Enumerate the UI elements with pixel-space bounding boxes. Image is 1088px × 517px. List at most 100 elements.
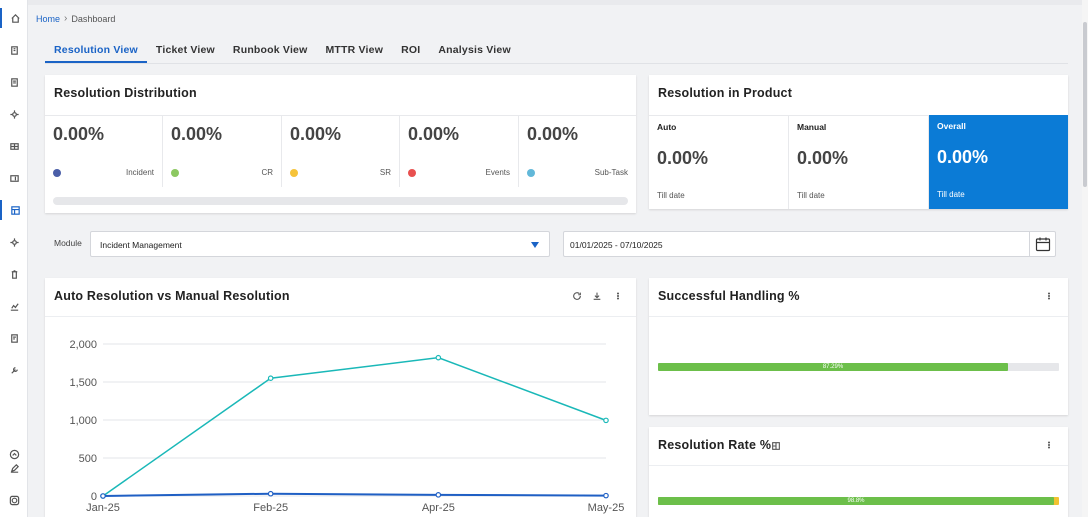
top-bar [28, 0, 1088, 5]
successful-handling-bar: 87.29% [658, 363, 1059, 371]
card-divider [649, 465, 1068, 466]
subtask-legend-dot [527, 169, 535, 177]
filter-bar: Module Incident Management 01/01/2025 - … [45, 223, 1068, 265]
product-auto-cell: Auto 0.00% Till date [649, 115, 789, 209]
resolution-in-product-card: Resolution in Product Auto 0.00% Till da… [649, 75, 1068, 209]
x-tick-label: May-25 [588, 502, 625, 514]
series-point-0 [435, 354, 442, 361]
help-icon[interactable] [0, 490, 28, 510]
more-vertical-icon[interactable] [1042, 289, 1056, 303]
dashboard-nav-icon[interactable] [0, 200, 28, 220]
left-nav-rail [0, 0, 28, 517]
report-nav-icon[interactable] [0, 328, 28, 348]
date-range-input[interactable]: 01/01/2025 - 07/10/2025 [563, 231, 1056, 257]
scrollbar-thumb[interactable] [1083, 22, 1087, 187]
successful-handling-title: Successful Handling % [658, 289, 800, 303]
resolution-rate-label: 98.8% [847, 498, 865, 504]
breadcrumb-current: Dashboard [71, 13, 116, 24]
settings-nav-icon[interactable] [0, 104, 28, 124]
y-tick-label: 500 [79, 453, 97, 465]
dist-label: Incident [125, 168, 154, 177]
product-overall-sub: Till date [937, 190, 965, 199]
analytics-nav-icon[interactable] [0, 296, 28, 316]
resolution-in-product-title: Resolution in Product [658, 86, 793, 100]
module-select[interactable]: Incident Management [90, 231, 550, 257]
x-tick-label: Apr-25 [422, 502, 455, 514]
dist-value: 0.00% [527, 124, 579, 144]
y-tick-label: 1,500 [69, 377, 97, 389]
distribution-progress-bar [53, 197, 628, 205]
auto-vs-manual-line-chart: 0 500 1,000 1,500 2,000 Jan-25 Feb-25 Apr-25 May… [69, 339, 625, 514]
product-auto-head: Auto [657, 122, 677, 132]
dist-cell-subtask: 0.00% Sub-Task [519, 115, 636, 187]
tab-roi[interactable]: ROI [401, 44, 421, 56]
home-nav-icon[interactable] [0, 8, 28, 28]
resolution-distribution-title: Resolution Distribution [54, 86, 197, 100]
resolution-rate-fill [658, 497, 1054, 505]
tab-mttr-view[interactable]: MTTR View [325, 44, 384, 56]
product-overall-value: 0.00% [937, 147, 989, 167]
auto-vs-manual-card: Auto Resolution vs Manual Resolution 0 50… [45, 278, 636, 517]
cr-legend-dot [171, 169, 179, 177]
resolution-rate-bar: 98.8% [658, 497, 1059, 505]
card-divider [45, 316, 636, 317]
module-label: Module [54, 238, 82, 248]
refresh-icon[interactable] [570, 289, 584, 303]
incident-legend-dot [53, 169, 61, 177]
x-tick-label: Feb-25 [253, 502, 288, 514]
dist-value: 0.00% [171, 124, 223, 144]
document-nav-icon[interactable] [0, 72, 28, 92]
page-scrollbar[interactable] [1082, 0, 1088, 517]
table-nav-icon[interactable] [0, 136, 28, 156]
caret-down-icon [531, 242, 539, 248]
tab-resolution-view[interactable]: Resolution View [45, 38, 147, 63]
y-tick-label: 1,000 [69, 415, 97, 427]
resolution-rate-card: Resolution Rate % 98.8% [649, 427, 1068, 517]
card-nav-icon[interactable] [0, 168, 28, 188]
dist-cell-cr: 0.00% CR [163, 115, 282, 187]
dist-cell-events: 0.00% Events [400, 115, 519, 187]
dist-value: 0.00% [408, 124, 460, 144]
config-nav-icon[interactable] [0, 232, 28, 252]
dist-cell-incident: 0.00% Incident [45, 115, 163, 187]
x-tick-label: Jan-25 [86, 502, 120, 514]
calendar-icon[interactable] [1029, 232, 1055, 256]
breadcrumb: Home › Dashboard [36, 13, 115, 24]
tab-runbook-view[interactable]: Runbook View [232, 44, 308, 56]
card-divider [649, 316, 1068, 317]
more-vertical-icon[interactable] [611, 289, 625, 303]
product-manual-cell: Manual 0.00% Till date [789, 115, 929, 209]
sr-legend-dot [290, 169, 298, 177]
tools-nav-icon[interactable] [0, 360, 28, 380]
trash-nav-icon[interactable] [0, 264, 28, 284]
successful-handling-card: Successful Handling % 87.29% [649, 278, 1068, 415]
more-vertical-icon[interactable] [1042, 438, 1056, 452]
resolution-distribution-card: Resolution Distribution 0.00% Incident 0… [45, 75, 636, 213]
dist-cell-sr: 0.00% SR [282, 115, 400, 187]
tab-ticket-view[interactable]: Ticket View [155, 44, 215, 56]
view-tabs: Resolution View Ticket View Runbook View… [45, 38, 1068, 64]
chevron-right-icon: › [64, 13, 68, 24]
series-point-0 [603, 417, 609, 424]
edit-nav-icon[interactable] [0, 458, 28, 478]
dist-label: Events [485, 168, 510, 177]
dist-label: SR [379, 168, 391, 177]
module-select-value: Incident Management [100, 240, 182, 250]
tab-analysis-view[interactable]: Analysis View [438, 44, 511, 56]
info-table-icon[interactable] [769, 439, 783, 453]
successful-handling-label: 87.29% [822, 364, 844, 370]
building-nav-icon[interactable] [0, 40, 28, 60]
events-legend-dot [408, 169, 416, 177]
resolution-rate-title: Resolution Rate % [658, 438, 772, 452]
dist-label: Sub-Task [594, 168, 628, 177]
product-manual-sub: Till date [797, 191, 825, 200]
series-line-1 [102, 492, 607, 497]
y-tick-label: 2,000 [69, 339, 97, 351]
product-overall-cell: Overall 0.00% Till date [929, 115, 1068, 209]
chevron-up-icon[interactable] [0, 444, 28, 464]
series-point-1 [267, 490, 274, 497]
series-line-0 [102, 356, 607, 497]
download-icon[interactable] [590, 289, 604, 303]
series-point-1 [435, 492, 442, 498]
breadcrumb-home-link[interactable]: Home [36, 13, 61, 24]
